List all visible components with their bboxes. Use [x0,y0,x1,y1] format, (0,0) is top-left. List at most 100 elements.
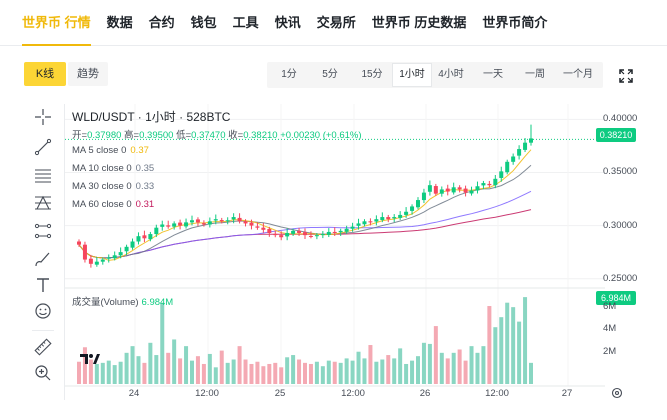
candle-body [475,186,480,191]
volume-bar [427,343,432,384]
settings-icon[interactable] [611,386,623,399]
trendline-icon[interactable] [32,136,54,158]
volume-bar [308,363,313,384]
volume-bar [190,360,194,384]
price-chart[interactable] [64,104,605,400]
ruler-icon[interactable] [32,336,54,358]
interval-button-4[interactable]: 4小时 [438,69,464,80]
candle-body [529,138,533,143]
volume-bar [421,342,426,384]
time-axis-tick: 26 [419,388,431,399]
candle-body [219,220,224,222]
volume-bar [350,360,355,384]
volume-bar [332,361,337,384]
nav-item-3[interactable]: 钱包 [190,14,217,30]
low-value: 0.37470 [191,130,226,141]
nav-item-6[interactable]: 交易所 [316,14,356,30]
fib-icon[interactable] [32,192,54,214]
volume-bar [255,361,260,384]
ohlc-readout: 开=0.37980 高=0.39500 低=0.37470 收=0.38210 … [72,127,362,141]
chart-toolbar: K线 趋势 1分 5分 15分 1小时 4小时 一天 一周 一个月 [0,56,667,92]
ma-value: 0.35 [135,163,155,174]
high-label: 高= [124,130,140,141]
candle-body [172,223,177,227]
nav-item-1[interactable]: 数据 [106,14,133,30]
interval-button-5[interactable]: 一天 [483,69,503,80]
emoji-icon[interactable] [32,300,54,322]
volume-axis-tick: 6M [603,301,617,313]
nav-item-7[interactable]: 世界币 历史数据 [371,14,467,30]
volume-bar [463,360,468,384]
ma-10-line [78,164,532,259]
time-axis-tick: 12:00 [485,388,509,399]
volume-bar [279,367,284,384]
time-axis-tick: 12:00 [341,388,365,399]
volume-bar [445,358,450,384]
ma-legend-3: MA 60 close 0 0.31 [72,199,154,210]
pattern-icon[interactable] [32,220,54,242]
interval-button-3[interactable]: 1小时 [393,64,431,86]
time-axis-tick: 12:00 [195,388,219,399]
nav-item-5[interactable]: 快讯 [274,14,301,30]
crosshair-icon[interactable] [32,106,54,128]
interval-button-1[interactable]: 5分 [322,69,338,80]
volume-bar [213,367,218,384]
candle-body [380,217,385,221]
volume-bar [225,362,230,384]
brush-icon[interactable] [32,248,54,270]
price-axis-tick: 0.40000 [603,113,638,125]
volume-bar [505,302,510,384]
volume-bar [160,302,165,384]
ma-legend-2: MA 30 close 0 0.33 [72,181,154,192]
candle-body [166,225,171,227]
open-value: 0.37980 [87,130,122,141]
volume-bar [457,349,462,384]
candle-body [124,246,129,252]
fullscreen-icon[interactable] [616,66,636,86]
candle-body [308,235,313,237]
volume-title: 成交量(Volume) 6.984M [72,294,173,308]
candle-body [374,219,379,222]
candle-body [332,231,337,233]
zoom-in-icon[interactable] [32,362,54,384]
nav-item-0[interactable]: 世界币 行情 [22,0,91,46]
candle-body [392,217,397,219]
kline-view-button[interactable]: K线 [24,62,66,86]
horizontal-lines-icon[interactable] [32,164,54,186]
candle-body [457,187,462,190]
text-icon[interactable] [32,274,54,296]
candle-body [427,185,432,192]
nav-item-4[interactable]: 工具 [232,14,259,30]
interval-button-6[interactable]: 一周 [525,69,545,80]
volume-bar [261,366,266,384]
interval-selector: 1分 5分 15分 1小时 4小时 一天 一周 一个月 [267,62,603,88]
volume-axis-tick: 4M [603,323,617,335]
volume-bar [487,306,492,384]
interval-button-7[interactable]: 一个月 [563,69,593,80]
ma-legend-1: MA 10 close 0 0.35 [72,163,154,174]
interval-button-0[interactable]: 1分 [281,69,297,80]
candle-body [410,206,415,211]
volume-value: 6.984M [141,297,174,308]
candle-body [505,161,510,173]
candle-body [249,222,254,226]
time-axis-tick: 25 [274,388,286,399]
volume-bar [142,362,147,384]
nav-item-2[interactable]: 合约 [148,14,175,30]
tradingview-logo [80,352,100,366]
volume-bar [320,366,325,384]
candle-body [207,221,212,225]
candle-body [469,190,474,194]
volume-bar [481,346,486,384]
candle-body [178,222,183,226]
interval-button-2[interactable]: 15分 [361,69,383,80]
candle-body [368,221,373,223]
nav-item-8[interactable]: 世界币简介 [482,14,548,30]
candlestick-chart[interactable] [65,104,605,400]
candle-body [225,220,230,222]
trend-view-button[interactable]: 趋势 [68,62,108,86]
volume-bar [404,363,409,384]
candle-body [517,149,522,156]
ma-value: 0.33 [135,181,155,192]
candle-body [160,224,165,227]
